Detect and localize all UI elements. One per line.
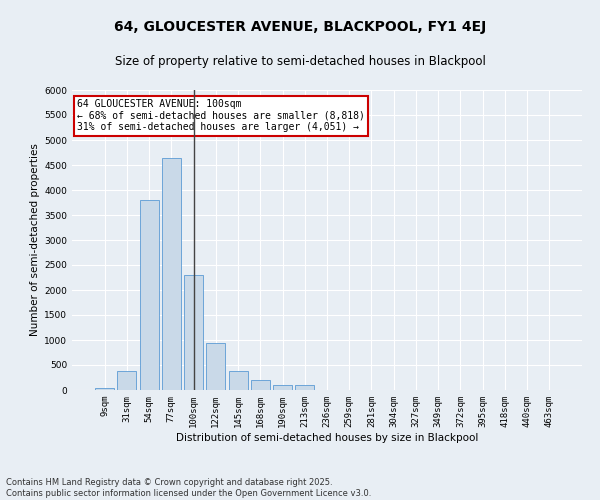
Bar <box>162 158 181 390</box>
Bar <box>118 370 136 390</box>
X-axis label: Distribution of semi-detached houses by size in Blackpool: Distribution of semi-detached houses by … <box>176 432 478 442</box>
Bar <box>273 385 292 390</box>
Y-axis label: Number of semi-detached properties: Number of semi-detached properties <box>30 144 40 336</box>
Bar <box>140 200 158 390</box>
Bar <box>184 275 203 390</box>
Bar <box>295 385 314 390</box>
Text: 64 GLOUCESTER AVENUE: 100sqm
← 68% of semi-detached houses are smaller (8,818)
3: 64 GLOUCESTER AVENUE: 100sqm ← 68% of se… <box>77 99 365 132</box>
Text: 64, GLOUCESTER AVENUE, BLACKPOOL, FY1 4EJ: 64, GLOUCESTER AVENUE, BLACKPOOL, FY1 4E… <box>114 20 486 34</box>
Bar <box>206 342 225 390</box>
Bar <box>95 388 114 390</box>
Bar <box>229 370 248 390</box>
Bar <box>251 380 270 390</box>
Text: Contains HM Land Registry data © Crown copyright and database right 2025.
Contai: Contains HM Land Registry data © Crown c… <box>6 478 371 498</box>
Text: Size of property relative to semi-detached houses in Blackpool: Size of property relative to semi-detach… <box>115 55 485 68</box>
